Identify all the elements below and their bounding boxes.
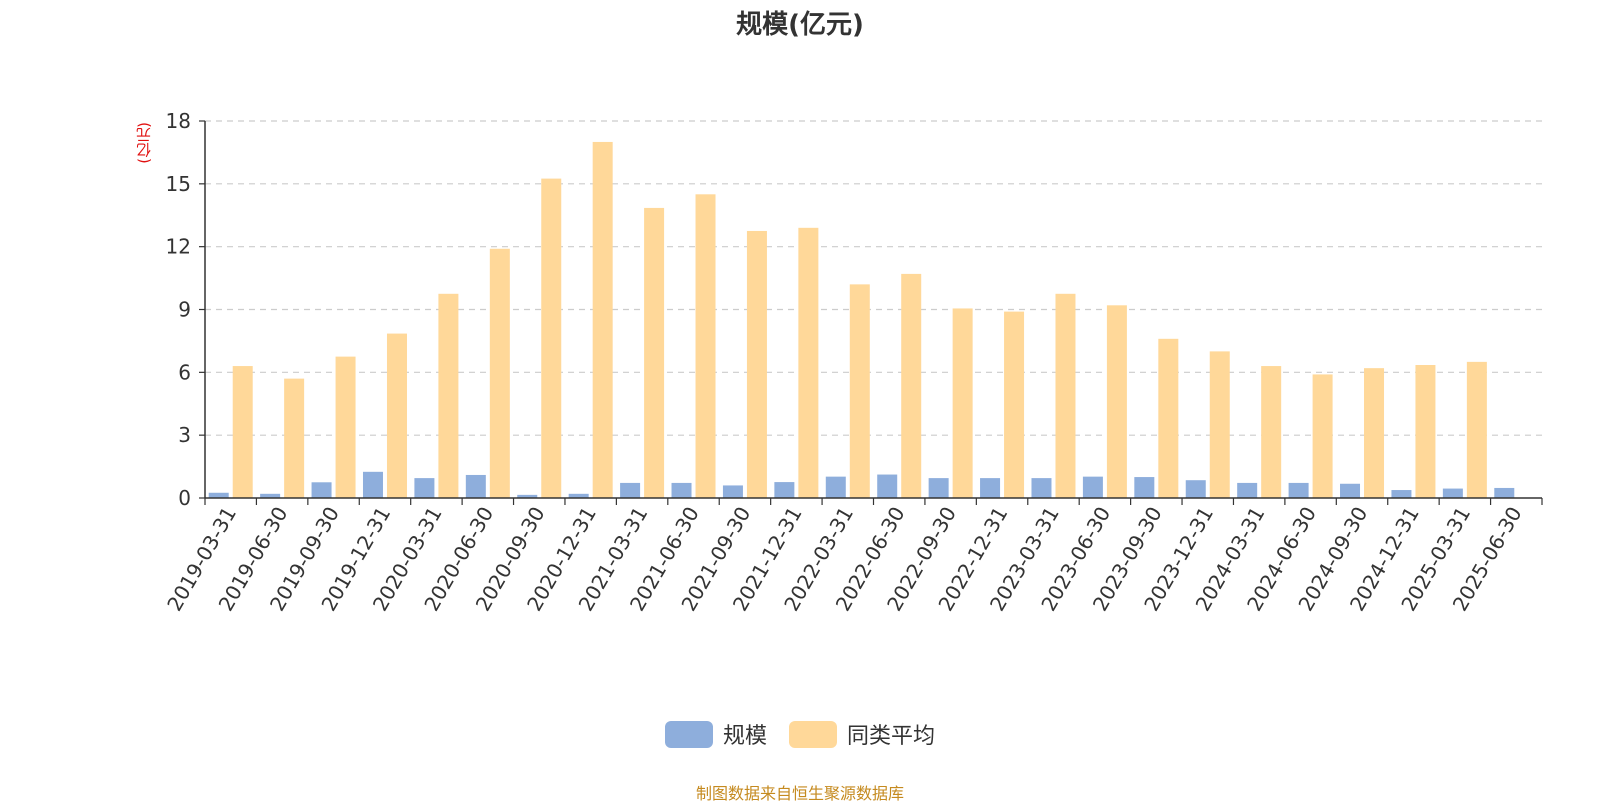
bar-peer-average <box>1055 293 1076 498</box>
bar-peer-average <box>798 227 819 499</box>
bar-peer-average <box>284 378 305 498</box>
bar-peer-average <box>849 284 870 498</box>
bar-scale <box>1082 476 1103 498</box>
bar-peer-average <box>1004 311 1025 498</box>
bar-scale <box>825 476 846 498</box>
legend-item-scale[interactable]: 规模 <box>664 718 767 750</box>
bar-scale <box>311 482 332 498</box>
legend-item-peer-average[interactable]: 同类平均 <box>789 718 935 750</box>
bar-peer-average <box>489 248 510 498</box>
bar-scale <box>1134 477 1155 498</box>
bar-peer-average <box>1415 365 1436 498</box>
bar-scale <box>1185 480 1206 498</box>
y-tick-label: 6 <box>178 360 191 384</box>
bar-peer-average <box>746 230 767 499</box>
bar-scale <box>260 493 281 498</box>
bar-scale <box>1391 490 1412 498</box>
y-tick-label: 15 <box>166 172 191 196</box>
bar-peer-average <box>644 207 665 499</box>
bar-scale <box>1237 482 1258 498</box>
legend-swatch-peer-average <box>789 720 837 748</box>
bar-peer-average <box>1312 374 1333 498</box>
bar-peer-average <box>695 194 716 499</box>
chart-title: 规模(亿元) <box>736 10 864 40</box>
bar-scale <box>414 478 435 498</box>
bar-scale <box>1494 487 1515 498</box>
legend-swatch-scale <box>664 720 713 748</box>
bar-peer-average <box>541 178 562 498</box>
bar-peer-average <box>1364 368 1385 498</box>
bar-scale <box>1288 482 1309 498</box>
bar-peer-average <box>952 308 973 498</box>
bar-scale <box>620 482 641 498</box>
bar-scale <box>980 478 1001 498</box>
bar-scale <box>877 474 898 498</box>
y-tick-label: 0 <box>178 486 191 510</box>
bar-peer-average <box>1209 351 1230 498</box>
bar-scale <box>1442 488 1463 498</box>
bar-peer-average <box>901 273 922 498</box>
y-tick-label: 3 <box>178 423 191 447</box>
bar-scale <box>568 493 589 498</box>
bar-scale <box>465 474 486 498</box>
y-tick-label: 12 <box>166 235 191 259</box>
bar-scale <box>517 494 538 498</box>
data-source-note: 制图数据来自恒生聚源数据库 <box>695 784 904 803</box>
bar-peer-average <box>1261 366 1282 498</box>
y-tick-label: 9 <box>178 298 191 322</box>
bar-scale <box>362 471 383 498</box>
bar-scale <box>928 478 949 498</box>
bar-peer-average <box>232 366 253 498</box>
y-tick-label: 18 <box>166 109 191 133</box>
bar-peer-average <box>438 293 459 498</box>
bar-peer-average <box>386 333 407 498</box>
bar-peer-average <box>1466 361 1487 498</box>
legend-label-scale: 规模 <box>722 724 767 749</box>
bar-peer-average <box>335 356 356 498</box>
legend-label-peer-average: 同类平均 <box>847 724 936 749</box>
bar-scale <box>774 482 795 498</box>
bar-peer-average <box>592 141 613 498</box>
bar-scale <box>208 492 229 498</box>
bar-scale <box>671 482 692 498</box>
bar-chart: 03691215182019-03-312019-06-302019-09-30… <box>162 109 1543 615</box>
legend: 规模 同类平均 <box>0 718 1600 750</box>
bar-peer-average <box>1158 338 1179 498</box>
bar-scale <box>722 485 743 498</box>
bar-peer-average <box>1106 305 1127 498</box>
bar-scale <box>1031 478 1052 498</box>
bar-scale <box>1340 483 1361 498</box>
